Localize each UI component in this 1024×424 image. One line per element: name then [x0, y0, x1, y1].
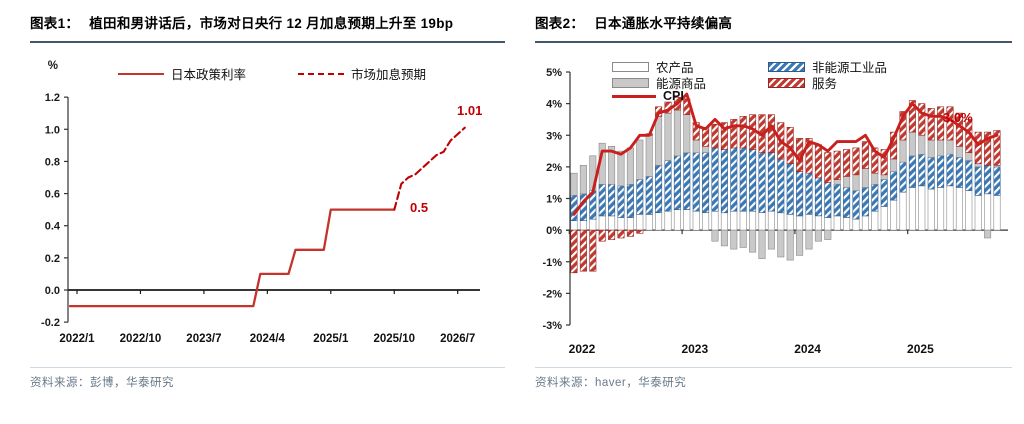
bar-series-services [570, 96, 1001, 274]
svg-text:2025/1: 2025/1 [313, 333, 349, 345]
svg-text:5%: 5% [546, 67, 562, 79]
legend-item-cpi: CPI [612, 89, 684, 103]
svg-text:-2%: -2% [542, 288, 562, 300]
svg-text:-0.2: -0.2 [41, 317, 60, 329]
svg-text:2023/7: 2023/7 [186, 333, 221, 345]
svg-text:2024: 2024 [794, 342, 821, 356]
svg-text:0.6: 0.6 [45, 189, 60, 201]
legend-services-label: 服务 [812, 77, 838, 91]
blue-hatch-swatch [768, 61, 805, 72]
current-rate-annotation: 0.5 [410, 200, 429, 215]
svg-text:2023: 2023 [681, 342, 708, 356]
solid-red-line-sample [118, 72, 164, 75]
gray-bar-swatch [612, 77, 649, 88]
svg-text:2024/4: 2024/4 [250, 333, 286, 345]
svg-text:2022: 2022 [569, 342, 596, 356]
legend-item-services: 服务 [768, 73, 837, 92]
svg-text:1%: 1% [546, 194, 562, 206]
svg-text:-3%: -3% [542, 320, 562, 332]
svg-text:2025: 2025 [907, 342, 934, 356]
svg-text:0.8: 0.8 [45, 156, 60, 168]
figure1-divider [30, 367, 505, 368]
dashed-red-line-sample [298, 72, 344, 75]
legend-agri-label: 农产品 [656, 61, 694, 75]
svg-text:0.2: 0.2 [45, 253, 60, 265]
figure2-source: 资料来源：haver，华泰研究 [535, 377, 687, 389]
cpi-decomposition-chart: 5% 4% 3% 2% 1% 0% -1% -2% -3% 2022 2023 2024 2025 [542, 67, 1008, 356]
figure1-source: 资料来源：彭博，华泰研究 [30, 377, 174, 389]
series-hike-expectation [393, 126, 466, 211]
svg-text:-1%: -1% [542, 257, 562, 269]
svg-text:2026/7: 2026/7 [440, 333, 475, 345]
legend-nonenergy-label: 非能源工业品 [812, 61, 888, 75]
legend-item-energy: 能源商品 [612, 73, 706, 92]
figure2-label: 图表2： [535, 16, 585, 31]
legend-policy-rate-label: 日本政策利率 [171, 68, 247, 82]
series-cpi [572, 92, 999, 216]
legend-energy-label: 能源商品 [656, 77, 707, 91]
svg-text:4%: 4% [546, 99, 562, 111]
axes: 1.2 1.0 0.8 0.6 0.4 0.2 0.0 -0.2% 2022/1 2022/10 2… [41, 60, 480, 345]
figure1-label: 图表1： [30, 16, 80, 31]
latest-cpi-annotation: 3.0% [943, 110, 973, 125]
expected-peak-annotation: 1.01 [457, 103, 483, 118]
svg-text:2%: 2% [546, 162, 562, 174]
svg-text:2022/10: 2022/10 [120, 333, 162, 345]
svg-text:3%: 3% [546, 130, 562, 142]
legend-item-hike-expectation: 市场加息预期 [298, 64, 426, 83]
svg-text:%: % [48, 60, 58, 72]
bar-series-nonenergy [570, 147, 1001, 222]
figure1-title: 图表1： 植田和男讲话后，市场对日央行 12 月加息预期上升至 19bp [30, 12, 505, 43]
svg-text:2025/10: 2025/10 [373, 333, 415, 345]
legend-item-nonenergy: 非能源工业品 [768, 57, 887, 76]
cpi-line-sample [612, 94, 656, 98]
figure2-title-text: 日本通胀水平持续偏高 [594, 16, 733, 31]
svg-text:2022/1: 2022/1 [59, 333, 95, 345]
legend-item-policy-rate: 日本政策利率 [118, 64, 246, 83]
series-policy-rate [68, 208, 396, 308]
svg-text:0.4: 0.4 [45, 221, 61, 233]
bar-series-energy [570, 109, 1001, 261]
figure2-title: 图表2： 日本通胀水平持续偏高 [535, 12, 1012, 43]
legend-item-agri: 农产品 [612, 57, 694, 76]
svg-text:0%: 0% [546, 225, 562, 237]
legend-hike-expectation-label: 市场加息预期 [351, 68, 427, 82]
svg-text:1.0: 1.0 [45, 124, 60, 136]
figure2-divider [535, 367, 1012, 368]
svg-text:0.0: 0.0 [45, 285, 60, 297]
bar-series-agri [570, 185, 1001, 231]
white-bar-swatch [612, 61, 649, 72]
policy-rate-chart: 1.2 1.0 0.8 0.6 0.4 0.2 0.0 -0.2% 2022/1 2022/10 2… [41, 60, 480, 345]
svg-text:1.2: 1.2 [45, 92, 60, 104]
figure1-title-text: 植田和男讲话后，市场对日央行 12 月加息预期上升至 19bp [89, 16, 454, 31]
legend-cpi-label: CPI [663, 89, 684, 103]
red-hatch-swatch [768, 77, 805, 88]
